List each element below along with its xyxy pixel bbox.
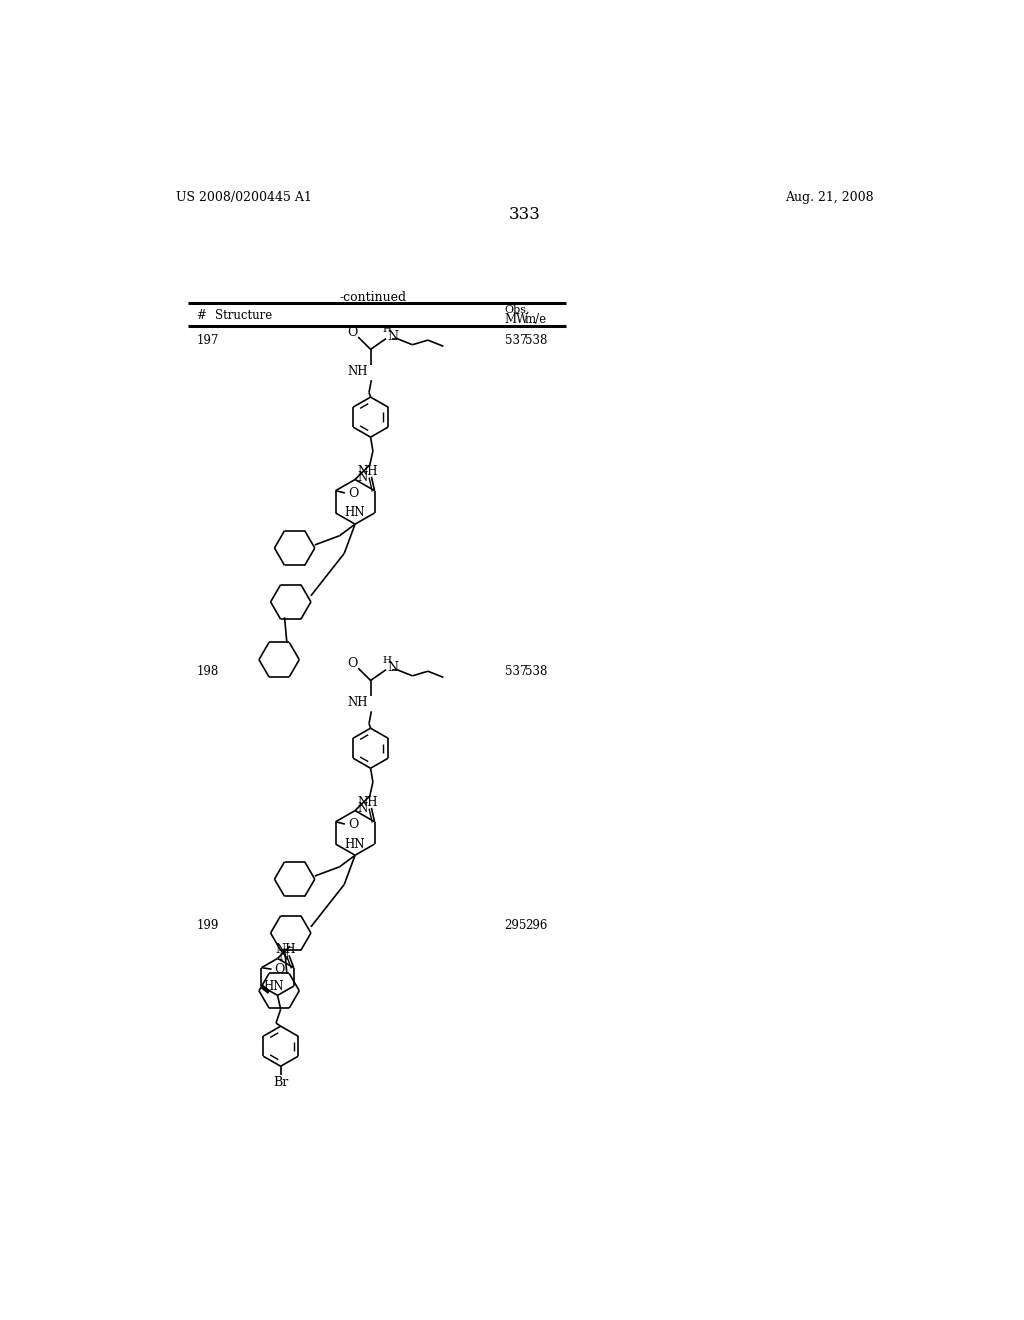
Text: 199: 199 — [197, 919, 218, 932]
Text: N: N — [387, 330, 398, 343]
Text: m/e: m/e — [524, 313, 547, 326]
Text: Obs.: Obs. — [505, 305, 530, 315]
Text: 538: 538 — [524, 334, 547, 347]
Text: N: N — [387, 661, 398, 675]
Text: -continued: -continued — [339, 290, 407, 304]
Text: N: N — [357, 801, 368, 814]
Text: HN: HN — [344, 507, 365, 520]
Text: HN: HN — [263, 979, 284, 993]
Text: Br: Br — [273, 1076, 289, 1089]
Text: N: N — [357, 471, 368, 483]
Text: NH: NH — [274, 944, 295, 957]
Text: H: H — [382, 656, 391, 665]
Text: 537: 537 — [505, 665, 527, 678]
Text: H: H — [382, 325, 391, 334]
Text: 538: 538 — [524, 665, 547, 678]
Text: NH: NH — [347, 696, 368, 709]
Text: NH: NH — [357, 796, 378, 809]
Text: 333: 333 — [509, 206, 541, 223]
Text: O: O — [348, 818, 358, 832]
Text: N: N — [279, 949, 289, 962]
Text: US 2008/0200445 A1: US 2008/0200445 A1 — [176, 190, 312, 203]
Text: NH: NH — [357, 465, 378, 478]
Text: HN: HN — [344, 838, 365, 850]
Text: O: O — [347, 657, 358, 671]
Text: MW: MW — [505, 313, 529, 326]
Text: 537: 537 — [505, 334, 527, 347]
Text: O: O — [273, 964, 285, 977]
Text: Aug. 21, 2008: Aug. 21, 2008 — [785, 190, 873, 203]
Text: NH: NH — [347, 364, 368, 378]
Text: 198: 198 — [197, 665, 218, 678]
Text: 295: 295 — [505, 919, 527, 932]
Text: Structure: Structure — [215, 309, 272, 322]
Text: O: O — [348, 487, 358, 500]
Text: O: O — [347, 326, 358, 339]
Text: 197: 197 — [197, 334, 218, 347]
Text: #: # — [197, 309, 206, 322]
Text: 296: 296 — [524, 919, 547, 932]
